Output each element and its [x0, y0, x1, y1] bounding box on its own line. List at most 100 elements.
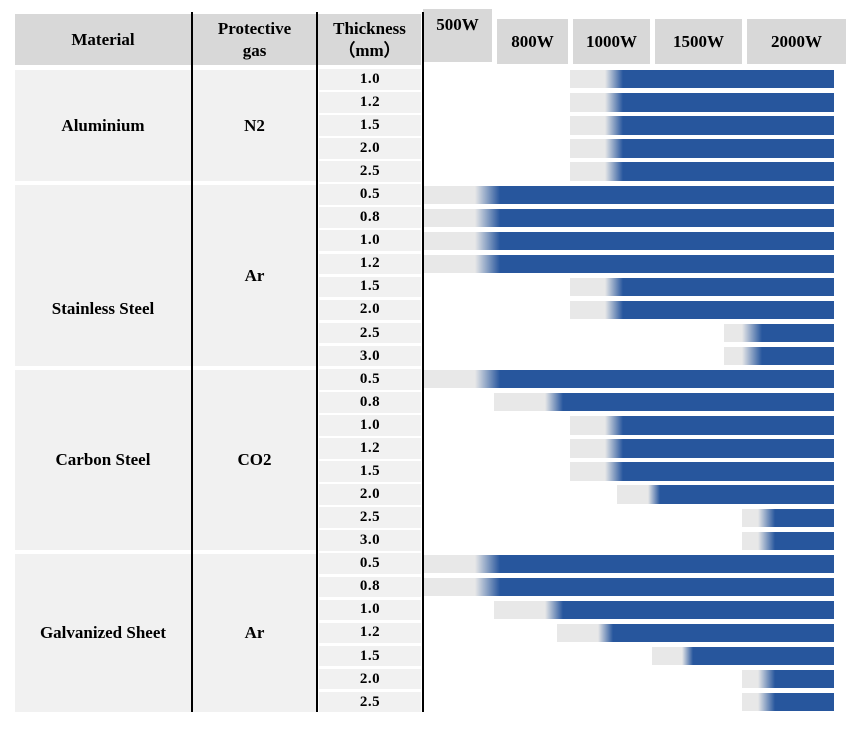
thickness-value: 1.2: [359, 624, 381, 641]
thickness-value: 2.0: [359, 670, 381, 687]
power-range-bar: [570, 93, 834, 112]
header-material-label: Material: [71, 29, 135, 49]
thickness-value: 1.5: [359, 116, 381, 133]
thickness-value: 2.0: [359, 301, 381, 318]
thickness-value: 1.0: [359, 232, 381, 249]
header-thickness-line1: Thickness: [333, 19, 406, 39]
power-range-bar: [617, 485, 834, 504]
power-range-bar: [742, 670, 834, 689]
header-thickness-line2: （mm）: [338, 40, 401, 60]
power-range-bar: [570, 116, 834, 135]
header-power-label: 500W: [436, 15, 479, 34]
header-power-800w: 800W: [497, 19, 568, 64]
header-power-1000w: 1000W: [573, 19, 650, 64]
thickness-cell: 3.0: [319, 530, 421, 551]
thickness-cell: 0.8: [319, 207, 421, 228]
thickness-cell: 0.5: [319, 184, 421, 205]
thickness-cell: 1.5: [319, 115, 421, 136]
gas-cell: CO2: [193, 369, 316, 551]
gas-label: Ar: [244, 265, 265, 285]
thickness-value: 0.5: [359, 555, 381, 572]
thickness-value: 2.5: [359, 693, 381, 710]
thickness-cell: 1.5: [319, 645, 421, 667]
thickness-cell: 0.5: [319, 368, 421, 390]
power-range-bar: [570, 162, 834, 181]
power-range-bar: [742, 508, 834, 527]
gas-label: CO2: [237, 450, 272, 470]
power-range-bar: [557, 623, 834, 643]
material-cell: Galvanized Sheet: [15, 554, 191, 712]
thickness-cell: 2.0: [319, 299, 421, 321]
power-range-bar: [424, 577, 834, 597]
gas-label: N2: [244, 115, 265, 135]
material-label: Stainless Steel: [51, 298, 155, 318]
thickness-cell: 1.0: [319, 69, 421, 90]
header-thickness: Thickness （mm）: [318, 14, 421, 65]
thickness-cell: 0.5: [319, 553, 421, 575]
power-range-bar: [570, 70, 834, 89]
header-power-label: 800W: [511, 31, 554, 51]
thickness-value: 1.5: [359, 278, 381, 295]
thickness-value: 1.5: [359, 462, 381, 479]
thickness-value: 1.5: [359, 647, 381, 664]
thickness-value: 2.5: [359, 509, 381, 526]
gas-label: Ar: [244, 623, 265, 643]
header-power-500w: 500W: [423, 9, 492, 62]
thickness-value: 0.8: [359, 393, 381, 410]
thickness-cell: 1.2: [319, 92, 421, 113]
power-range-bar: [424, 370, 834, 389]
material-cell: Carbon Steel: [15, 369, 191, 551]
header-power-label: 2000W: [771, 31, 822, 51]
material-label: Galvanized Sheet: [39, 623, 167, 643]
thickness-cell: 0.8: [319, 391, 421, 413]
thickness-cell: 1.2: [319, 438, 421, 459]
thickness-value: 0.5: [359, 186, 381, 203]
thickness-value: 0.8: [359, 578, 381, 595]
material-cell: Aluminium: [15, 70, 191, 182]
thickness-value: 1.2: [359, 439, 381, 456]
material-label: Carbon Steel: [55, 450, 151, 470]
thickness-value: 1.0: [359, 70, 381, 87]
power-range-bar: [494, 600, 834, 620]
thickness-value: 1.2: [359, 93, 381, 110]
thickness-value: 2.0: [359, 486, 381, 503]
thickness-value: 1.0: [359, 601, 381, 618]
power-range-bar: [570, 439, 834, 458]
power-range-bar: [742, 531, 834, 550]
gas-cell: N2: [193, 70, 316, 182]
divider-thickness-chart: [422, 12, 424, 712]
thickness-value: 1.2: [359, 255, 381, 272]
thickness-value: 0.5: [359, 370, 381, 387]
header-gas-line2: gas: [242, 40, 267, 60]
power-range-bar: [652, 646, 834, 666]
power-range-bar: [724, 347, 834, 366]
thickness-cell: 1.0: [319, 599, 421, 621]
power-range-bar: [742, 693, 834, 712]
thickness-cell: 1.5: [319, 276, 421, 298]
power-range-bar: [570, 300, 834, 320]
thickness-value: 2.0: [359, 140, 381, 156]
thickness-cell: 1.2: [319, 622, 421, 644]
thickness-cell: 0.8: [319, 576, 421, 598]
header-material: Material: [15, 14, 191, 65]
divider-material-gas: [191, 12, 193, 712]
power-range-bar: [424, 254, 834, 274]
power-range-bar: [570, 462, 834, 481]
gas-cell: Ar: [193, 554, 316, 712]
power-range-bar: [424, 185, 834, 204]
thickness-cell: 1.5: [319, 461, 421, 482]
thickness-value: 2.5: [359, 163, 381, 180]
thickness-cell: 1.0: [319, 230, 421, 252]
thickness-cell: 2.0: [319, 484, 421, 505]
thickness-cell: 2.0: [319, 138, 421, 159]
thickness-value: 1.0: [359, 416, 381, 433]
thickness-cell: 1.2: [319, 253, 421, 275]
thickness-cell: 3.0: [319, 345, 421, 367]
thickness-cell: 1.0: [319, 415, 421, 436]
power-range-bar: [570, 139, 834, 158]
gas-cell: Ar: [193, 185, 316, 366]
header-power-label: 1500W: [673, 31, 724, 51]
thickness-cell: 2.0: [319, 668, 421, 690]
power-range-bar: [424, 554, 834, 573]
